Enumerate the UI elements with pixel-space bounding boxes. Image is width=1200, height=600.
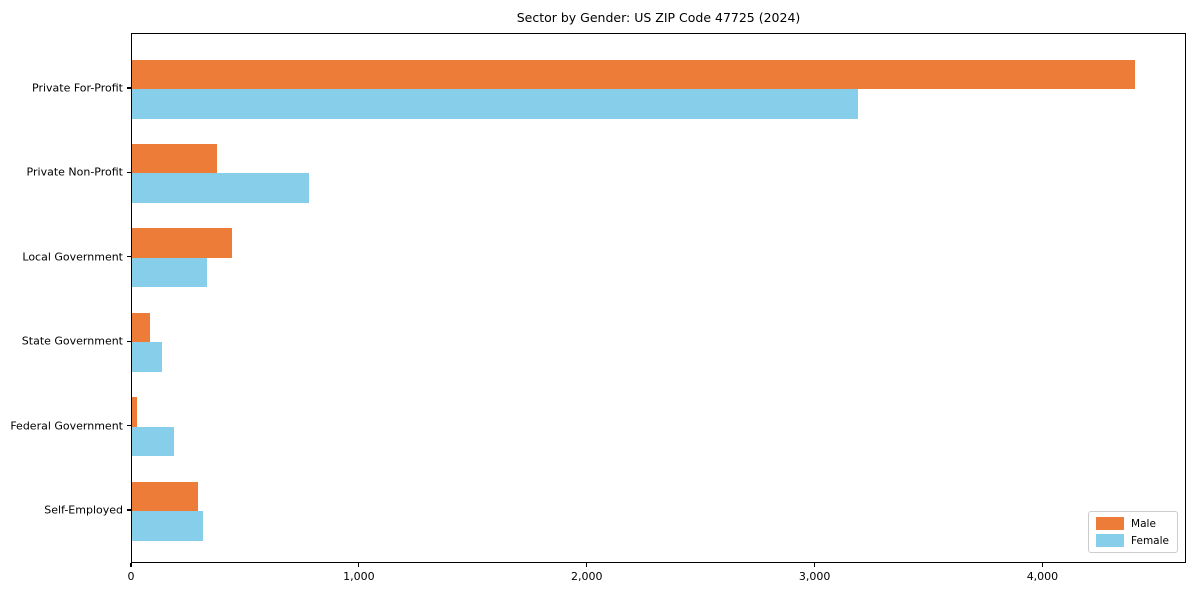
y-tick-label: State Government (21, 334, 123, 348)
y-tick-mark (127, 171, 131, 173)
plot-area: Male Female (131, 33, 1186, 563)
y-tick-label: Private Non-Profit (26, 165, 123, 179)
y-tick-label: Local Government (22, 250, 123, 264)
x-tick-label: 1,000 (343, 570, 375, 583)
x-tick-label: 3,000 (798, 570, 831, 583)
x-tick-mark (586, 563, 588, 567)
x-tick-label: 0 (127, 570, 135, 583)
x-tick-mark (358, 563, 360, 567)
y-tick-mark (127, 340, 131, 342)
y-tick-mark (127, 425, 131, 427)
bar-male-3 (132, 312, 151, 343)
chart-title: Sector by Gender: US ZIP Code 47725 (202… (516, 10, 801, 25)
y-tick-label: Self-Employed (44, 503, 123, 517)
bar-male-4 (132, 397, 137, 427)
bar-female-3 (132, 342, 162, 372)
legend-item-male: Male (1096, 517, 1169, 530)
x-tick-mark (130, 563, 132, 567)
legend-label: Female (1131, 534, 1169, 547)
bar-female-2 (132, 257, 208, 288)
x-tick-mark (1041, 563, 1044, 567)
x-tick-label: 2,000 (570, 570, 603, 583)
x-tick-label: 4,000 (1026, 570, 1059, 583)
bar-male-0 (132, 59, 1135, 89)
legend-item-female: Female (1096, 534, 1169, 547)
chart-legend: Male Female (1088, 511, 1178, 553)
bar-male-2 (132, 228, 233, 258)
legend-swatch-male (1096, 517, 1125, 530)
legend-label: Male (1131, 517, 1156, 530)
bar-female-4 (132, 426, 175, 457)
bar-female-1 (132, 173, 309, 203)
bar-male-1 (132, 143, 218, 174)
bar-male-5 (132, 481, 199, 511)
y-tick-label: Private For-Profit (32, 81, 123, 95)
bar-female-5 (132, 511, 203, 541)
x-tick-mark (813, 563, 816, 567)
y-tick-mark (127, 509, 131, 511)
y-tick-mark (127, 256, 131, 258)
bar-female-0 (132, 89, 858, 119)
y-tick-mark (127, 87, 131, 89)
y-tick-label: Federal Government (10, 419, 123, 433)
legend-swatch-female (1096, 534, 1125, 547)
